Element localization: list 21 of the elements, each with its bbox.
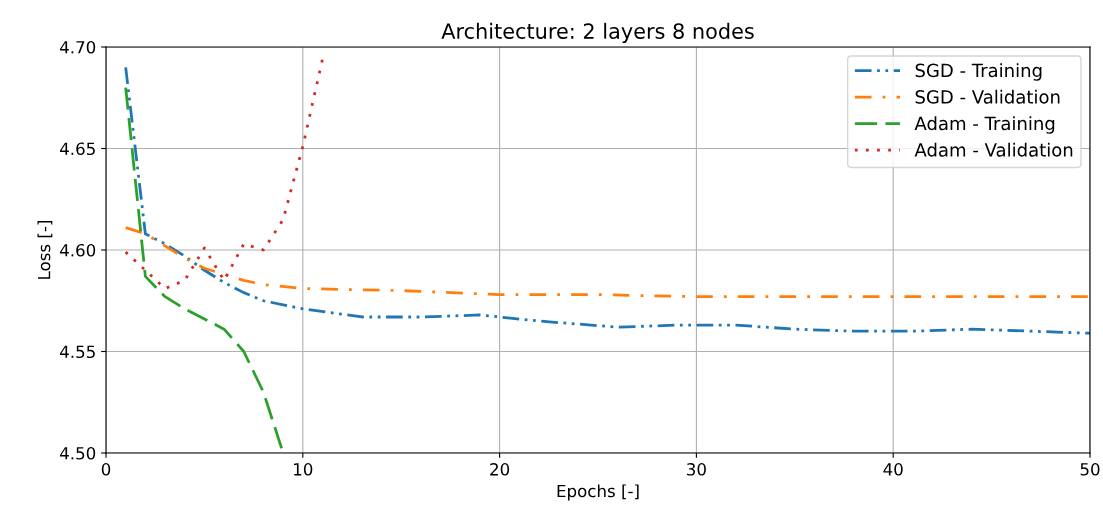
line-series	[124, 65, 1090, 335]
line-series	[124, 226, 1090, 299]
y-tick-label: 4.55	[59, 345, 95, 359]
y-tick-label: 4.65	[59, 142, 95, 156]
y-axis-title: Loss [-]	[37, 220, 53, 279]
legend-label: SGD - Training	[915, 63, 1042, 81]
legend-label: Adam - Validation	[914, 142, 1073, 157]
x-tick-label: 0	[101, 463, 111, 476]
legend-label: SGD - Validation	[915, 89, 1060, 104]
x-tick-label: 50	[1080, 463, 1100, 476]
y-tick-label: 4.70	[59, 40, 96, 54]
y-tick-label: 4.50	[59, 446, 96, 460]
chart-title: Architecture: 2 layers 8 nodes	[441, 22, 754, 43]
x-tick-label: 10	[294, 463, 313, 476]
x-tick-label: 40	[883, 463, 903, 476]
legend-label: Adam - Training	[914, 116, 1055, 134]
x-tick-label: 30	[687, 463, 706, 476]
x-axis-title: Epochs [-]	[557, 484, 639, 501]
line-series	[124, 57, 324, 290]
y-tick-label: 4.60	[59, 243, 96, 257]
x-tick-label: 20	[490, 463, 510, 476]
